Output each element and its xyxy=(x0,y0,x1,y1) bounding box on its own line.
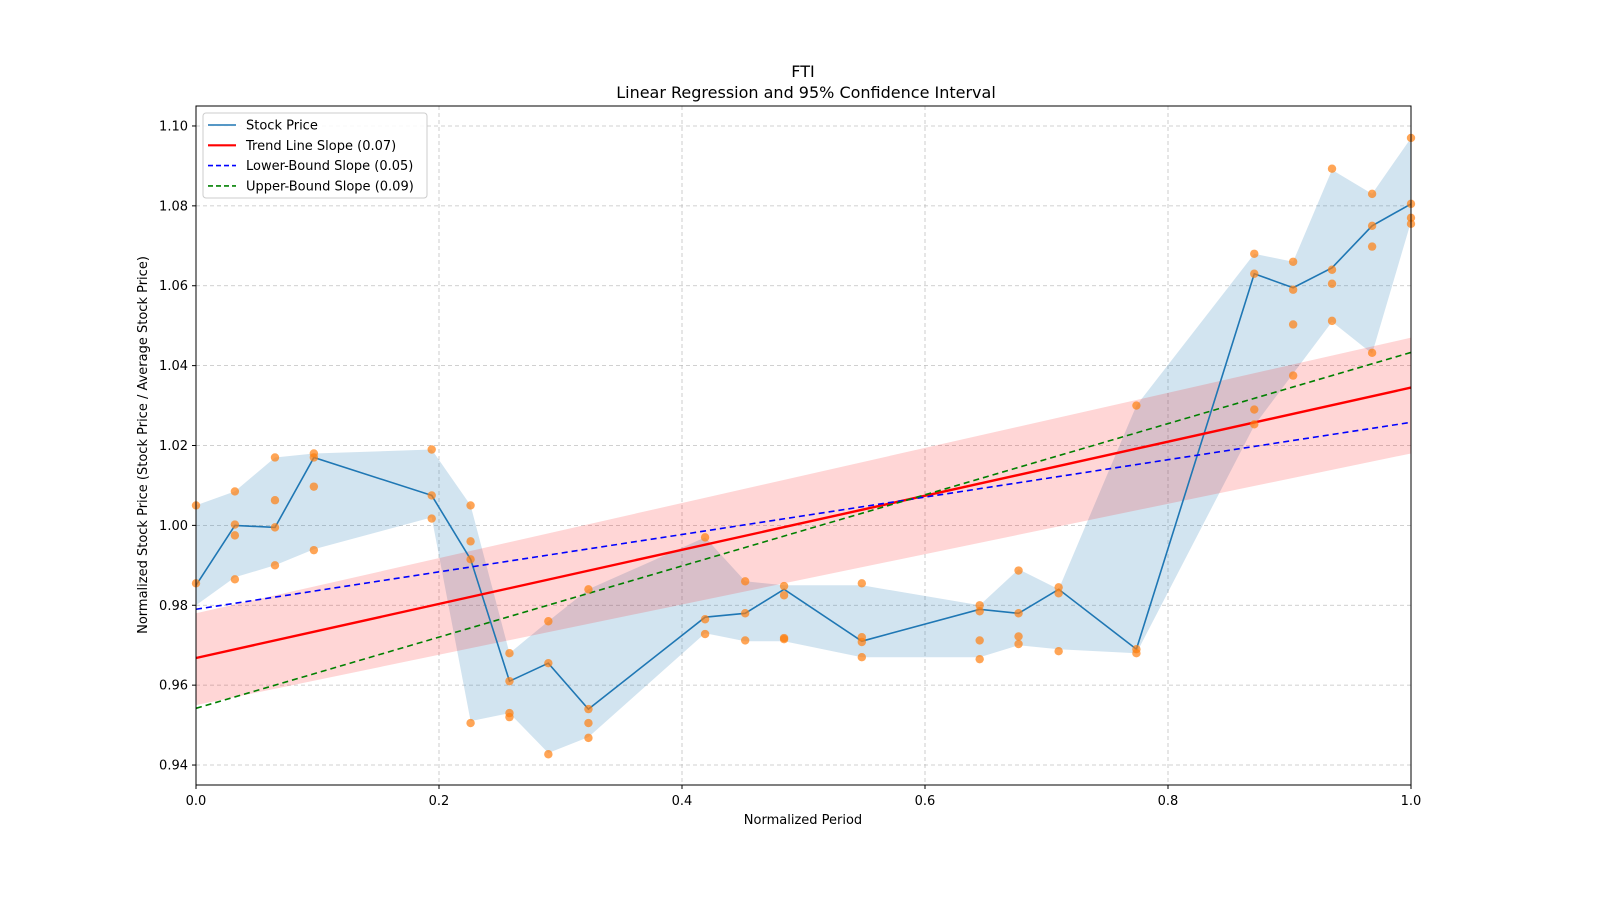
scatter-point xyxy=(858,579,866,587)
y-tick-label: 0.94 xyxy=(159,759,188,774)
scatter-point xyxy=(310,482,318,490)
scatter-point xyxy=(271,496,279,504)
scatter-point xyxy=(1328,280,1336,288)
scatter-point xyxy=(1289,320,1297,328)
scatter-point xyxy=(780,591,788,599)
x-tick-label: 0.8 xyxy=(1158,794,1179,809)
scatter-point xyxy=(1014,632,1022,640)
scatter-point xyxy=(780,582,788,590)
scatter-point xyxy=(1014,640,1022,648)
scatter-point xyxy=(780,635,788,643)
scatter-point xyxy=(231,575,239,583)
scatter-point xyxy=(1054,647,1062,655)
scatter-point xyxy=(1368,349,1376,357)
scatter-point xyxy=(466,719,474,727)
chart-subtitle: Linear Regression and 95% Confidence Int… xyxy=(616,83,996,102)
y-tick-label: 0.96 xyxy=(159,679,188,694)
scatter-point xyxy=(428,445,436,453)
scatter-point xyxy=(1132,649,1140,657)
scatter-point xyxy=(858,638,866,646)
legend-label-trend: Trend Line Slope (0.07) xyxy=(245,139,396,154)
scatter-point xyxy=(584,719,592,727)
scatter-point xyxy=(1368,222,1376,230)
scatter-point xyxy=(1328,165,1336,173)
scatter-point xyxy=(1250,270,1258,278)
scatter-point xyxy=(231,531,239,539)
scatter-point xyxy=(505,649,513,657)
scatter-point xyxy=(975,636,983,644)
scatter-point xyxy=(1368,190,1376,198)
x-tick-label: 0.6 xyxy=(915,794,936,809)
scatter-point xyxy=(1289,286,1297,294)
scatter-point xyxy=(1368,242,1376,250)
scatter-point xyxy=(701,630,709,638)
scatter-point xyxy=(1328,317,1336,325)
scatter-point xyxy=(466,555,474,563)
x-tick-label: 0.0 xyxy=(186,794,207,809)
scatter-point xyxy=(1014,609,1022,617)
x-tick-label: 1.0 xyxy=(1401,794,1422,809)
scatter-point xyxy=(505,713,513,721)
scatter-point xyxy=(544,750,552,758)
y-tick-label: 1.02 xyxy=(159,439,188,454)
scatter-point xyxy=(271,561,279,569)
scatter-point xyxy=(584,734,592,742)
scatter-point xyxy=(1014,566,1022,574)
legend-label-upper: Upper-Bound Slope (0.09) xyxy=(246,179,414,194)
chart-title: FTI xyxy=(791,62,814,81)
scatter-point xyxy=(1250,405,1258,413)
legend-label-lower: Lower-Bound Slope (0.05) xyxy=(246,159,413,174)
scatter-point xyxy=(1328,266,1336,274)
scatter-point xyxy=(741,636,749,644)
y-tick-label: 1.00 xyxy=(159,519,188,534)
scatter-point xyxy=(858,653,866,661)
y-tick-label: 1.08 xyxy=(159,199,188,214)
scatter-point xyxy=(975,607,983,615)
scatter-point xyxy=(466,537,474,545)
scatter-point xyxy=(231,520,239,528)
chart: FTI Linear Regression and 95% Confidence… xyxy=(0,0,1600,900)
scatter-point xyxy=(1289,371,1297,379)
y-tick-label: 1.04 xyxy=(159,359,188,374)
x-axis-label: Normalized Period xyxy=(744,813,862,828)
scatter-point xyxy=(428,514,436,522)
y-axis-label: Normalized Stock Price (Stock Price / Av… xyxy=(136,256,151,634)
scatter-point xyxy=(544,659,552,667)
legend: Stock Price Trend Line Slope (0.07) Lower-… xyxy=(203,113,427,198)
y-tick-label: 0.98 xyxy=(159,599,188,614)
y-tick-label: 1.06 xyxy=(159,279,188,294)
scatter-point xyxy=(271,523,279,531)
scatter-point xyxy=(271,453,279,461)
scatter-point xyxy=(1250,250,1258,258)
scatter-point xyxy=(1250,420,1258,428)
scatter-point xyxy=(701,533,709,541)
scatter-point xyxy=(1054,589,1062,597)
scatter-point xyxy=(544,617,552,625)
scatter-point xyxy=(428,491,436,499)
scatter-point xyxy=(741,609,749,617)
scatter-point xyxy=(466,501,474,509)
scatter-point xyxy=(310,546,318,554)
x-tick-label: 0.4 xyxy=(672,794,693,809)
scatter-point xyxy=(701,615,709,623)
legend-label-stock: Stock Price xyxy=(246,119,318,134)
scatter-point xyxy=(1289,258,1297,266)
scatter-point xyxy=(584,585,592,593)
scatter-point xyxy=(505,677,513,685)
scatter-point xyxy=(975,655,983,663)
scatter-point xyxy=(584,705,592,713)
scatter-point xyxy=(231,487,239,495)
scatter-point xyxy=(310,453,318,461)
scatter-point xyxy=(741,577,749,585)
scatter-point xyxy=(1132,401,1140,409)
y-tick-label: 1.10 xyxy=(159,119,188,134)
x-tick-label: 0.2 xyxy=(429,794,450,809)
